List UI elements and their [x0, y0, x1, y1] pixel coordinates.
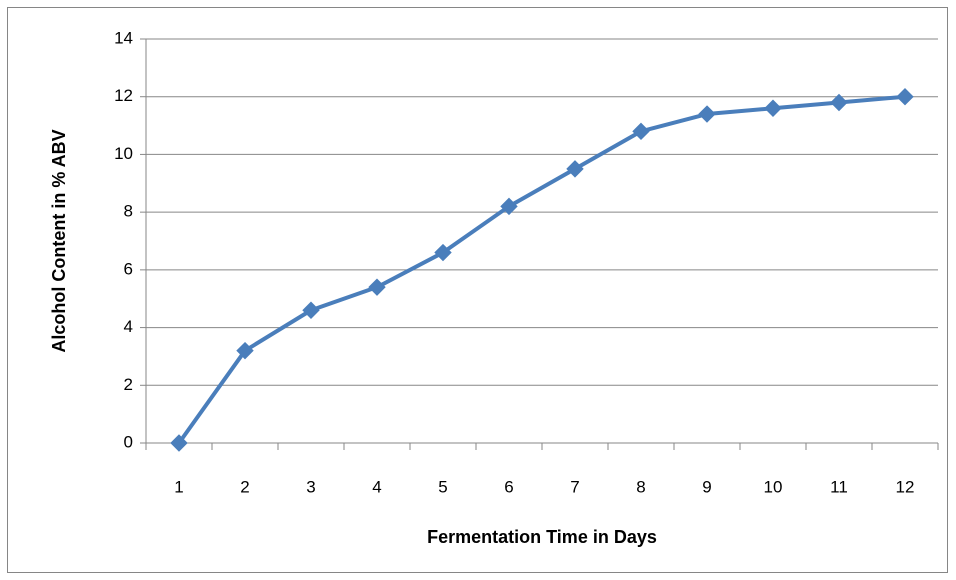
chart-border: [7, 7, 948, 573]
data-marker: [500, 197, 518, 216]
data-marker: [368, 278, 386, 296]
data-marker: [830, 93, 848, 112]
y-tick-label: 6: [124, 259, 133, 278]
x-axis-title: Fermentation Time in Days: [427, 527, 657, 547]
x-tick-label: 2: [240, 477, 249, 496]
y-tick-label: 10: [114, 144, 133, 163]
x-tick-label: 9: [702, 477, 711, 496]
data-marker: [698, 105, 716, 123]
data-marker: [764, 99, 782, 117]
data-marker: [566, 160, 584, 178]
x-tick-label: 11: [830, 477, 848, 496]
series-line: [177, 94, 906, 445]
y-tick-label: 14: [114, 28, 133, 47]
x-tick-label: 5: [438, 477, 447, 496]
x-tick-label: 12: [896, 477, 915, 496]
y-axis-title: Alcohol Content in % ABV: [49, 129, 69, 352]
x-tick-label: 3: [306, 477, 315, 496]
x-tick-label: 1: [174, 477, 183, 496]
x-tick-label: 7: [570, 477, 579, 496]
data-marker: [236, 341, 254, 360]
y-tick-label: 8: [124, 202, 133, 221]
data-marker: [302, 301, 320, 319]
y-tick-label: 4: [124, 317, 133, 336]
x-tick-label: 10: [764, 477, 783, 496]
x-tick-label: 6: [504, 477, 513, 496]
x-tick-label: 8: [636, 477, 645, 496]
data-marker: [896, 88, 914, 106]
y-tick-label: 0: [124, 432, 133, 451]
data-marker: [632, 122, 650, 141]
data-marker: [170, 434, 188, 452]
y-tick-label: 12: [114, 86, 133, 105]
y-tick-label: 2: [124, 375, 133, 394]
x-tick-label: 4: [372, 477, 381, 496]
data-marker: [434, 243, 452, 262]
